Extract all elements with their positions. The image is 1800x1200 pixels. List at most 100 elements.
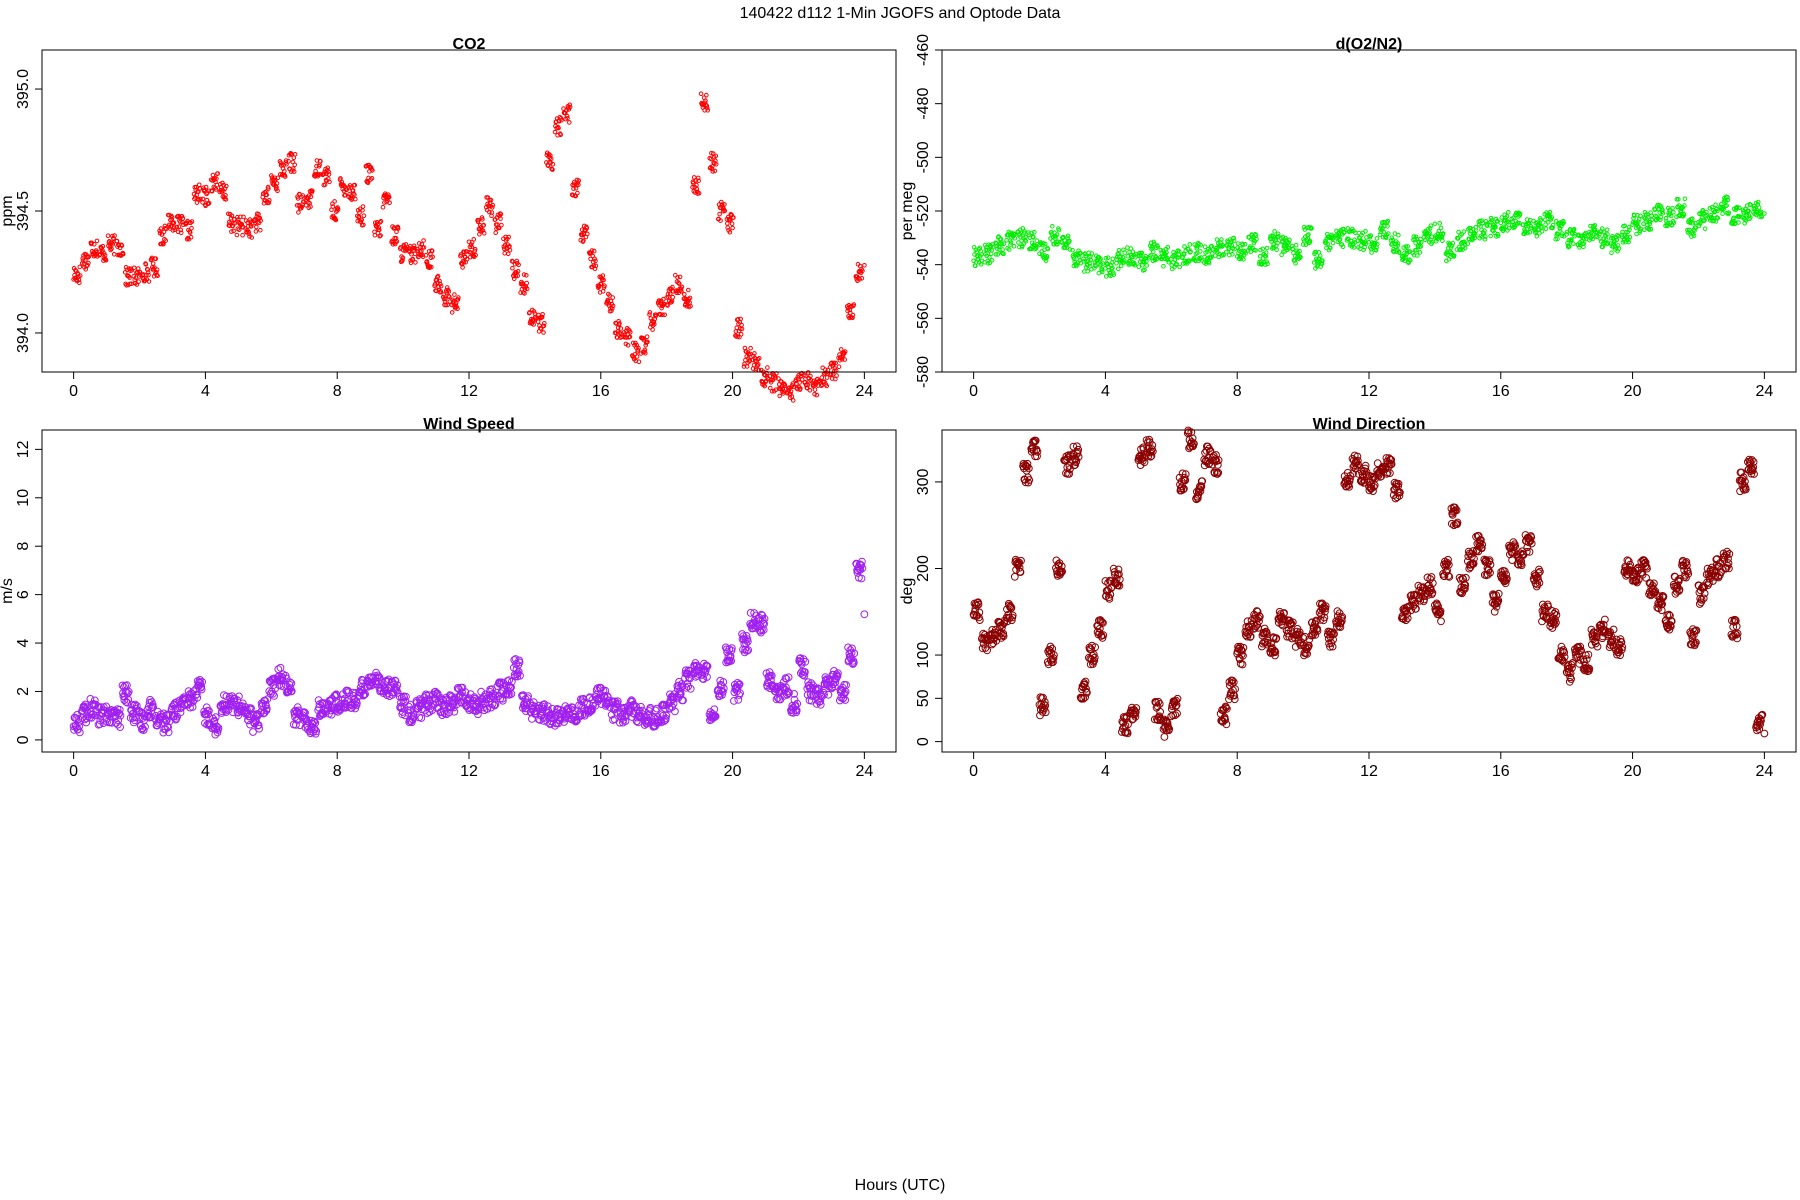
data-point [352,182,358,188]
data-point [395,226,401,231]
data-point [1081,259,1087,264]
data-point [247,234,252,239]
data-point [387,200,392,206]
x-tick-label: 20 [724,383,742,400]
data-point [421,245,427,250]
data-point [1461,229,1467,234]
data-point [665,303,670,308]
data-point [584,225,590,231]
data-point [435,274,440,280]
data-point [593,258,598,264]
data-point [447,294,452,300]
data-point [524,280,530,286]
data-point [610,295,616,300]
data-point [1330,240,1336,246]
data-point [721,207,727,213]
y-axis-label: m/s [0,578,16,604]
data-point [429,264,434,270]
y-tick-label: 395.0 [15,69,32,109]
data-point [1272,229,1277,234]
x-tick-label: 8 [333,763,342,780]
data-point [1209,255,1214,260]
data-point [788,389,794,394]
y-axis-label: per meg [899,182,916,241]
y-axis-label: ppm [0,195,16,226]
data-point [386,192,391,197]
data-point [1045,246,1051,252]
data-point [224,183,229,189]
data-point [1070,247,1075,253]
data-point [1115,266,1121,272]
data-point [1098,256,1103,262]
data-point [747,351,753,357]
data-point [986,248,992,253]
data-point [602,283,607,289]
data-point [1177,264,1182,270]
data-point [452,292,457,297]
data-point [831,360,837,366]
data-point [539,314,545,320]
data-point [256,211,261,217]
data-point [609,308,614,314]
data-point [730,697,738,705]
data-point [550,161,556,167]
data-point [718,218,723,223]
data-point [1164,250,1169,255]
data-point [1670,205,1675,211]
data-point [1609,250,1614,255]
data-point [1181,252,1187,257]
data-point [203,184,209,190]
data-point [585,231,590,237]
data-point [1000,247,1005,252]
data-point [308,204,313,209]
data-point [488,197,494,203]
data-point [378,218,384,224]
data-point [738,316,744,322]
data-point [635,347,641,353]
y-tick-label: 394.5 [15,191,32,231]
data-point [429,248,435,254]
data-point [1144,258,1149,264]
data-point [1023,234,1028,240]
data-point [1114,260,1119,266]
data-point [421,238,426,243]
data-point [824,375,830,380]
data-point [83,258,88,263]
data-point [710,169,716,174]
data-point [206,200,212,206]
data-point [789,394,795,399]
data-point [634,354,640,359]
data-point [993,252,999,257]
x-tick-label: 24 [1755,383,1773,400]
data-point [155,273,160,279]
data-point [105,233,111,238]
data-point [92,241,97,247]
data-point [608,306,613,311]
data-point [999,242,1005,247]
data-point [473,252,478,258]
data-point [296,210,301,215]
data-point [607,293,612,298]
data-point [1506,210,1511,215]
data-point [423,252,429,258]
data-point [524,273,529,278]
data-point [446,289,452,294]
data-point [797,380,802,385]
data-point [824,383,830,389]
data-point [581,238,586,243]
data-point [733,333,738,338]
data-point [456,295,461,300]
data-point [705,108,711,113]
data-point [1006,247,1012,252]
data-point [1202,244,1208,249]
data-point [1012,235,1018,241]
data-point [713,162,719,167]
data-point [284,162,289,167]
data-point [556,125,561,131]
data-point [1293,242,1299,248]
plot-frame [41,49,897,373]
x-tick-label: 16 [592,383,610,400]
data-point [593,263,599,269]
data-point [521,272,527,277]
data-point [719,202,725,208]
